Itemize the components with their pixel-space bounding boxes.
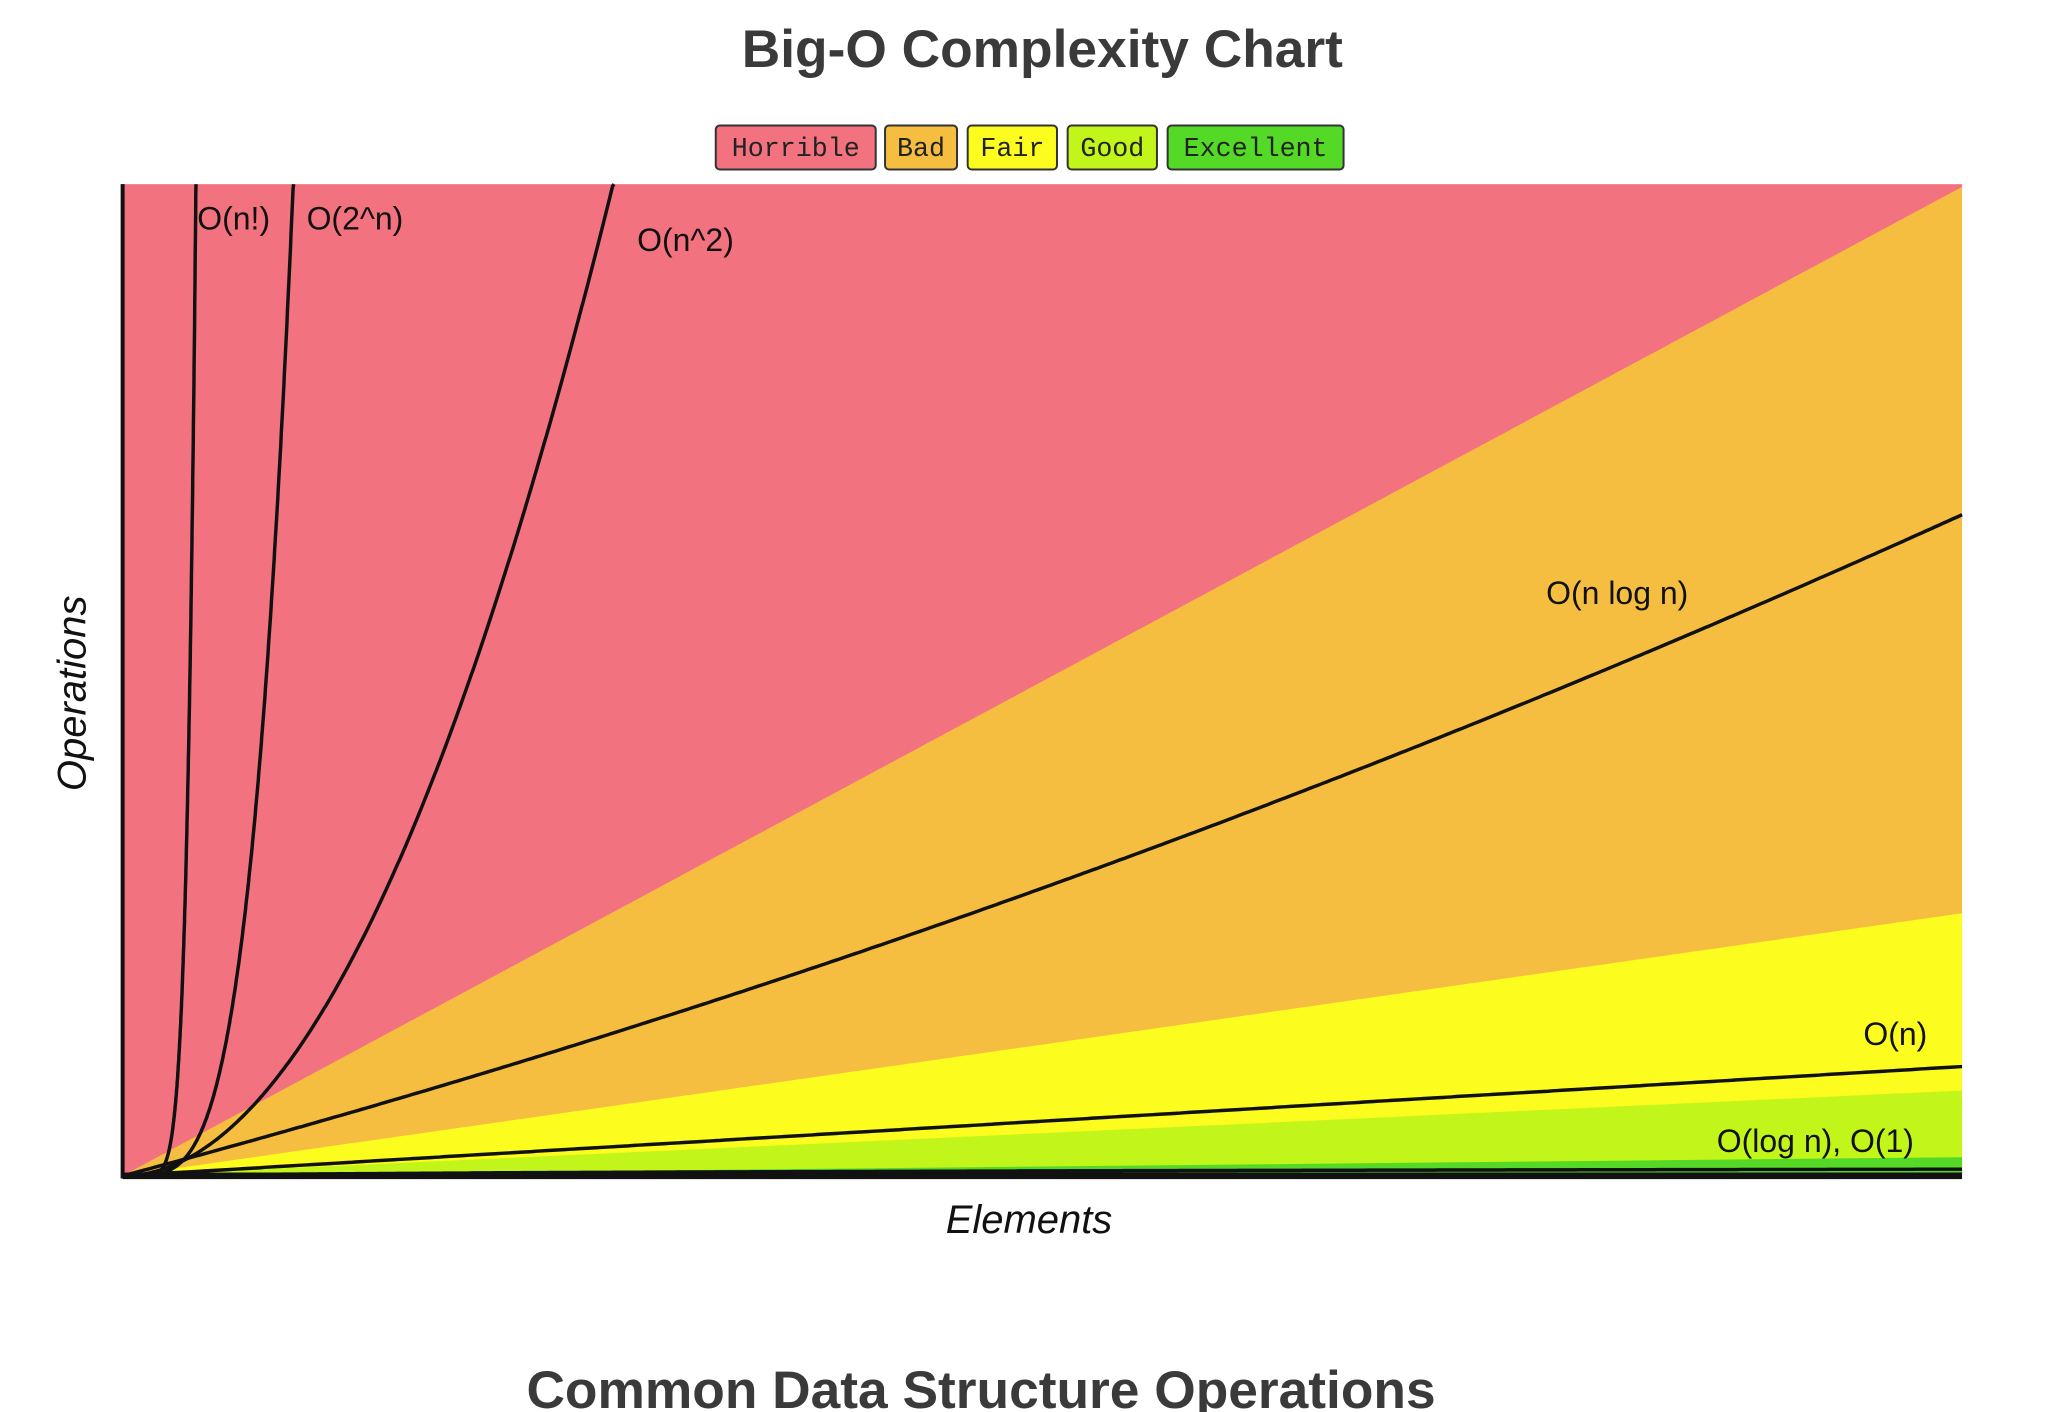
curve-label: O(n) <box>1863 1016 1927 1052</box>
region-bad <box>122 186 1963 1176</box>
legend-swatch <box>966 124 1058 171</box>
legend-swatch <box>884 124 959 171</box>
chart-title: Big-O Complexity Chart <box>742 20 1343 79</box>
curve-label: O(2^n) <box>307 200 404 236</box>
legend-swatch <box>714 124 877 171</box>
legend-label: Fair <box>980 135 1044 165</box>
legend-swatch <box>1166 124 1345 171</box>
curve-label: O(n^2) <box>637 222 734 258</box>
curve-label: O(log n), O(1) <box>1717 1123 1914 1159</box>
curve-label: O(n log n) <box>1546 575 1688 611</box>
curve-linear <box>122 1064 1963 1178</box>
plot-area <box>122 183 1963 1178</box>
legend-swatch <box>1066 124 1158 171</box>
legend-label: Horrible <box>732 135 860 165</box>
curve-label: O(n!) <box>197 200 270 236</box>
y-axis-label: Operations <box>50 596 94 792</box>
section-heading: Common Data Structure Operations <box>526 1361 1435 1412</box>
legend-label: Good <box>1080 135 1144 165</box>
region-good <box>122 1090 1963 1176</box>
x-axis-label: Elements <box>946 1198 1113 1242</box>
legend-label: Bad <box>897 135 945 165</box>
curve-nlogn <box>122 513 1963 1178</box>
curve-quadratic <box>122 183 616 1178</box>
legend-label: Excellent <box>1184 135 1328 165</box>
